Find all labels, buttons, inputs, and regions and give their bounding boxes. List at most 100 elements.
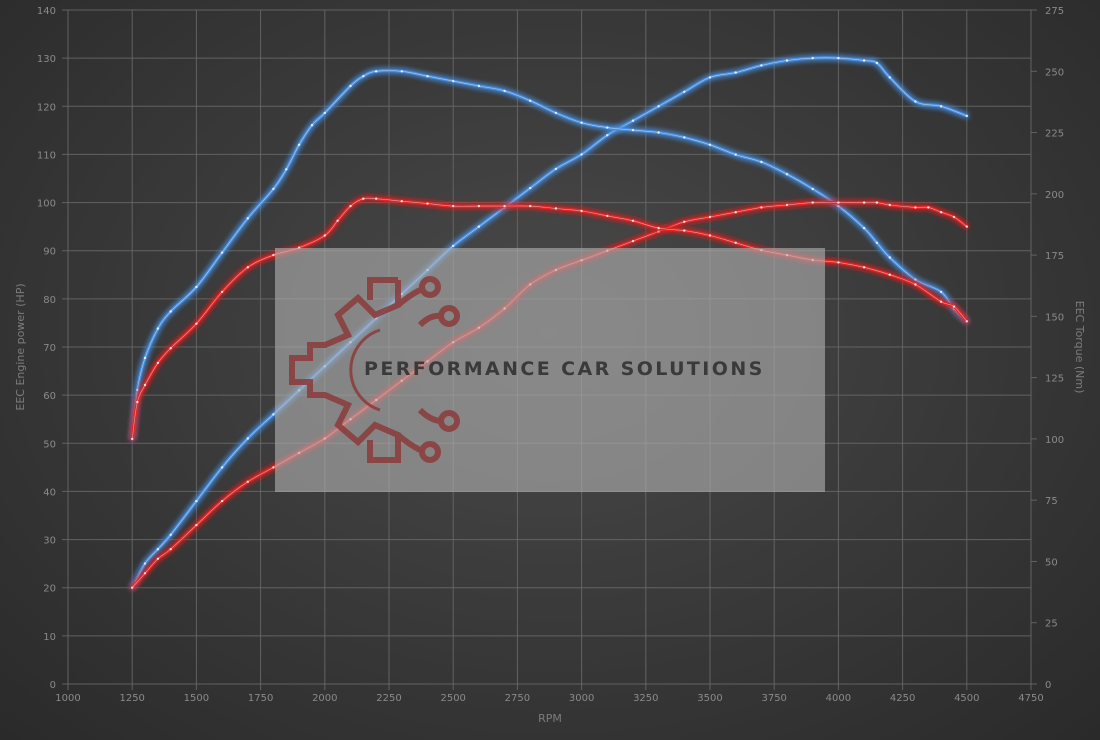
data-point	[657, 105, 660, 108]
watermark: PERFORMANCE CAR SOLUTIONS	[275, 248, 825, 492]
y-tick-label: 120	[37, 102, 56, 113]
data-point	[310, 124, 314, 127]
y2-tick-label: 100	[1045, 435, 1064, 446]
data-point	[477, 204, 481, 208]
data-point	[375, 70, 378, 73]
y2-tick-label: 0	[1045, 680, 1051, 691]
data-point	[272, 187, 275, 191]
y-tick-label: 60	[43, 391, 56, 402]
data-point	[426, 75, 429, 78]
data-point	[195, 523, 198, 527]
data-point	[631, 128, 635, 132]
data-point	[888, 273, 891, 276]
y2-tick-label: 25	[1045, 619, 1058, 630]
data-point	[143, 572, 147, 575]
y2-tick-label: 275	[1045, 6, 1064, 17]
data-point	[965, 320, 968, 323]
data-point	[939, 300, 943, 303]
data-point	[362, 197, 365, 200]
data-point	[131, 586, 134, 589]
data-point	[477, 225, 481, 228]
data-point	[156, 557, 160, 560]
data-point	[323, 111, 326, 115]
data-point	[136, 400, 139, 404]
data-point	[554, 207, 558, 210]
y-tick-label: 110	[37, 150, 56, 161]
data-point	[760, 160, 763, 164]
y2-tick-label: 150	[1045, 312, 1064, 323]
y2-tick-label: 200	[1045, 190, 1064, 201]
y-axis-title: EEC Engine power (HP)	[14, 283, 27, 410]
data-point	[914, 100, 917, 103]
y-tick-label: 40	[43, 487, 56, 498]
data-point	[875, 61, 879, 65]
data-point	[785, 173, 789, 176]
x-tick-label: 1250	[119, 693, 144, 704]
x-tick-label: 4000	[826, 693, 851, 704]
data-point	[965, 225, 968, 228]
y-tick-label: 30	[43, 536, 56, 547]
y-tick-label: 130	[37, 54, 56, 65]
data-point	[888, 76, 891, 79]
y2-tick-label: 50	[1045, 557, 1058, 568]
data-point	[169, 548, 172, 551]
data-point	[734, 71, 737, 74]
x-tick-label: 1500	[184, 693, 209, 704]
x-tick-label: 2500	[440, 693, 465, 704]
x-tick-label: 1000	[55, 693, 80, 704]
watermark-panel	[275, 248, 825, 492]
y-tick-label: 90	[43, 247, 56, 258]
data-point	[580, 153, 583, 156]
data-point	[477, 84, 481, 88]
data-point	[888, 203, 891, 207]
data-point	[452, 79, 455, 83]
y-tick-label: 140	[37, 6, 56, 17]
data-point	[734, 211, 737, 214]
y2-tick-label: 250	[1045, 67, 1064, 78]
data-point	[169, 533, 172, 536]
x-tick-label: 3000	[569, 693, 594, 704]
data-point	[143, 356, 147, 360]
y-tick-label: 0	[50, 680, 56, 691]
data-point	[529, 186, 532, 190]
data-point	[195, 285, 198, 289]
data-point	[683, 90, 686, 94]
data-point	[631, 219, 635, 222]
x-tick-label: 3500	[697, 693, 722, 704]
data-point	[837, 204, 840, 208]
data-point	[297, 143, 301, 146]
x-tick-label: 2750	[505, 693, 530, 704]
data-point	[914, 283, 917, 286]
data-point	[657, 230, 660, 233]
data-point	[888, 256, 891, 259]
data-point	[683, 229, 686, 232]
data-point	[606, 126, 609, 129]
data-point	[375, 197, 378, 200]
y-tick-label: 50	[43, 439, 56, 450]
data-point	[220, 251, 224, 254]
data-point	[195, 499, 198, 503]
data-point	[336, 219, 339, 222]
data-point	[952, 215, 956, 219]
data-point	[400, 200, 403, 203]
data-point	[862, 266, 866, 269]
series-highlight	[131, 57, 967, 588]
data-point	[837, 56, 840, 60]
data-point	[143, 562, 147, 565]
data-point	[156, 327, 160, 330]
y-tick-label: 10	[43, 632, 56, 643]
data-point	[811, 187, 814, 191]
data-point	[952, 305, 956, 308]
series-4	[130, 196, 969, 441]
data-point	[708, 76, 712, 79]
data-point	[734, 241, 737, 244]
y-tick-label: 100	[37, 199, 56, 210]
data-point	[195, 322, 198, 325]
data-point	[785, 203, 789, 207]
data-point	[939, 290, 943, 294]
data-point	[914, 278, 917, 281]
x-tick-label: 2250	[376, 693, 401, 704]
data-point	[349, 84, 352, 88]
x-tick-label: 4250	[890, 693, 915, 704]
data-point	[939, 211, 943, 214]
